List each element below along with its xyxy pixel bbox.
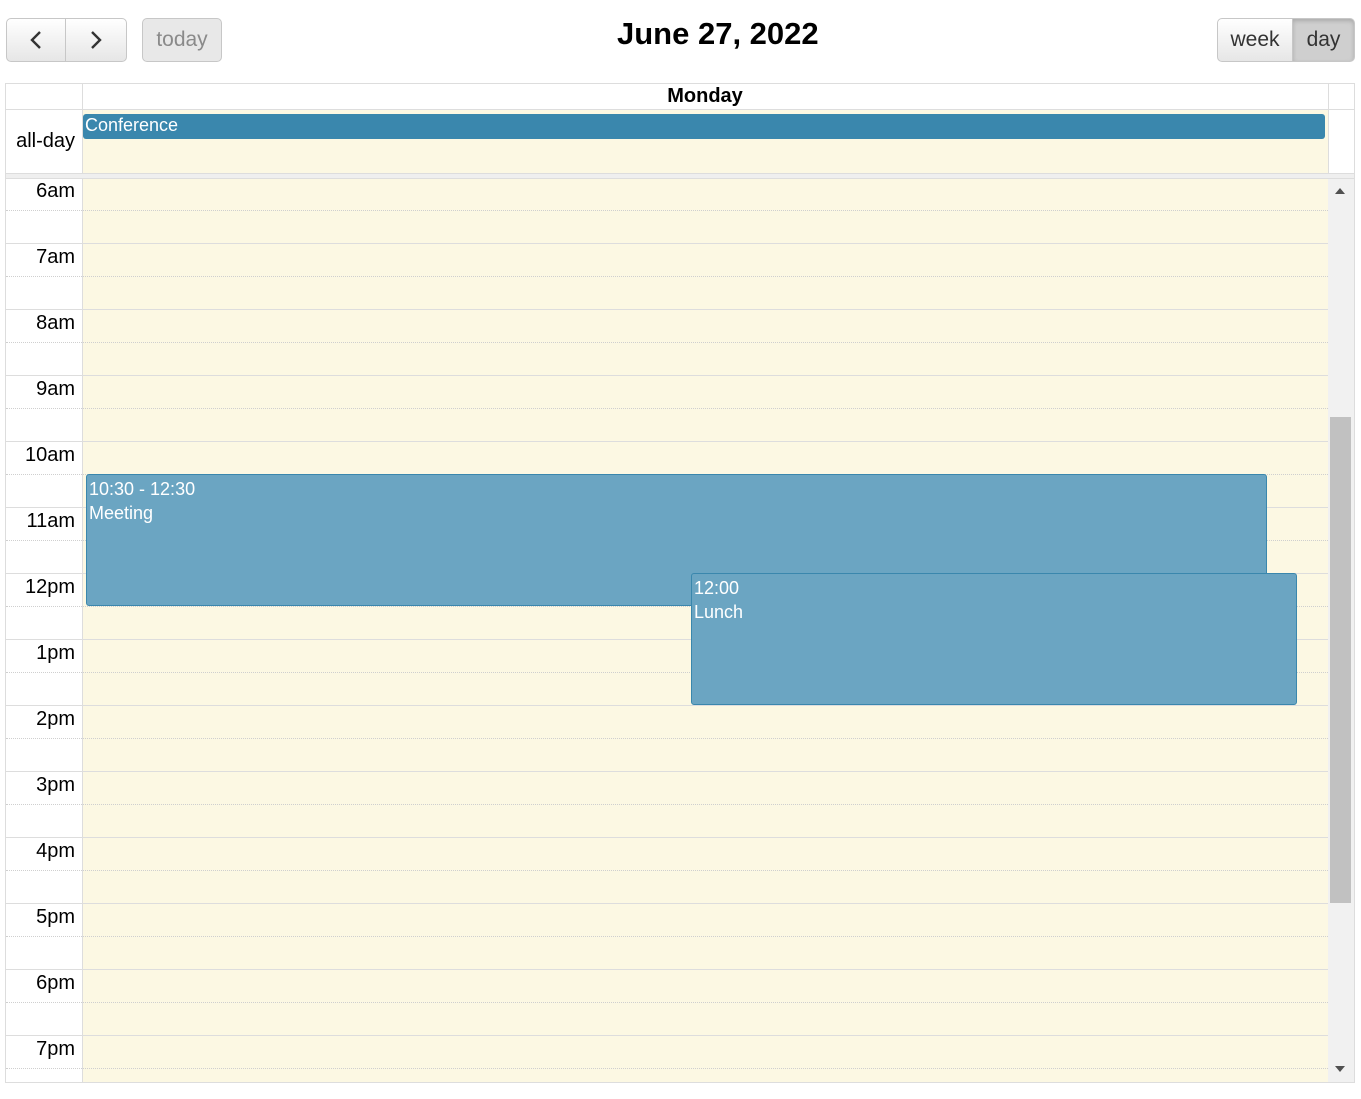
- half-hour-line: [6, 738, 1328, 739]
- today-button[interactable]: today: [142, 18, 222, 62]
- time-axis: 6am 7am 8am 9am 10am 11am 12pm 1pm 2pm 3pm 4pm 5pm 6…: [6, 179, 82, 1082]
- week-view-button[interactable]: week: [1217, 18, 1293, 62]
- half-hour-line: [6, 276, 1328, 277]
- chevron-right-icon: [91, 31, 102, 49]
- time-slot-label: 11am: [26, 510, 75, 532]
- time-slot-label: 2pm: [36, 708, 75, 730]
- event-title: Meeting: [89, 503, 154, 523]
- hour-line: [6, 243, 1328, 244]
- calendar-grid: [5, 83, 1355, 1083]
- time-slot-label: 8am: [36, 312, 75, 334]
- half-hour-line: [6, 606, 1328, 607]
- prev-button[interactable]: [6, 18, 66, 62]
- hour-line: [6, 639, 1328, 640]
- day-view-button[interactable]: day: [1292, 18, 1355, 62]
- event-time: 12:00: [694, 578, 740, 598]
- allday-divider: [6, 173, 1354, 179]
- hour-line: [6, 375, 1328, 376]
- hour-line: [6, 1035, 1328, 1036]
- time-slot-label: 7am: [36, 246, 75, 268]
- half-hour-line: [6, 1068, 1328, 1069]
- half-hour-line: [6, 672, 1328, 673]
- half-hour-line: [6, 342, 1328, 343]
- header-divider: [6, 109, 1354, 110]
- next-button[interactable]: [65, 18, 127, 62]
- half-hour-line: [6, 210, 1328, 211]
- half-hour-line: [6, 1002, 1328, 1003]
- calendar-title: June 27, 2022: [617, 16, 819, 51]
- hour-line: [6, 309, 1328, 310]
- time-slot-label: 7pm: [36, 1038, 75, 1060]
- chevron-left-icon: [30, 31, 41, 49]
- hour-line: [6, 771, 1328, 772]
- time-slot-label: 9am: [36, 378, 75, 400]
- half-hour-line: [6, 804, 1328, 805]
- hour-line: [6, 903, 1328, 904]
- day-column-header: Monday: [667, 85, 743, 107]
- half-hour-line: [6, 870, 1328, 871]
- time-axis-divider: [82, 84, 83, 1082]
- scrollbar-thumb[interactable]: [1330, 417, 1351, 903]
- time-slot-label: 6pm: [36, 972, 75, 994]
- allday-event-conference[interactable]: Conference: [83, 114, 1325, 139]
- time-slot-label: 4pm: [36, 840, 75, 862]
- hour-line: [6, 705, 1328, 706]
- allday-label: all-day: [16, 130, 75, 152]
- half-hour-line: [6, 408, 1328, 409]
- scrollbar-gutter-divider: [1328, 84, 1329, 179]
- time-slot-label: 6am: [36, 180, 75, 202]
- half-hour-line: [6, 936, 1328, 937]
- hour-line: [6, 969, 1328, 970]
- scroll-down-icon[interactable]: [1335, 1066, 1345, 1072]
- hour-line: [6, 441, 1328, 442]
- time-slot-label: 12pm: [24, 576, 75, 598]
- time-slot-label: 3pm: [36, 774, 75, 796]
- event-time: 10:30 - 12:30: [89, 479, 196, 499]
- time-slot-label: 5pm: [36, 906, 75, 928]
- event-lunch[interactable]: 12:00 Lunch: [691, 573, 1297, 705]
- event-title: Lunch: [694, 602, 744, 622]
- hour-line: [6, 837, 1328, 838]
- time-slot-label: 10am: [24, 444, 75, 466]
- time-slot-label: 1pm: [36, 642, 75, 664]
- scroll-up-icon[interactable]: [1335, 188, 1345, 194]
